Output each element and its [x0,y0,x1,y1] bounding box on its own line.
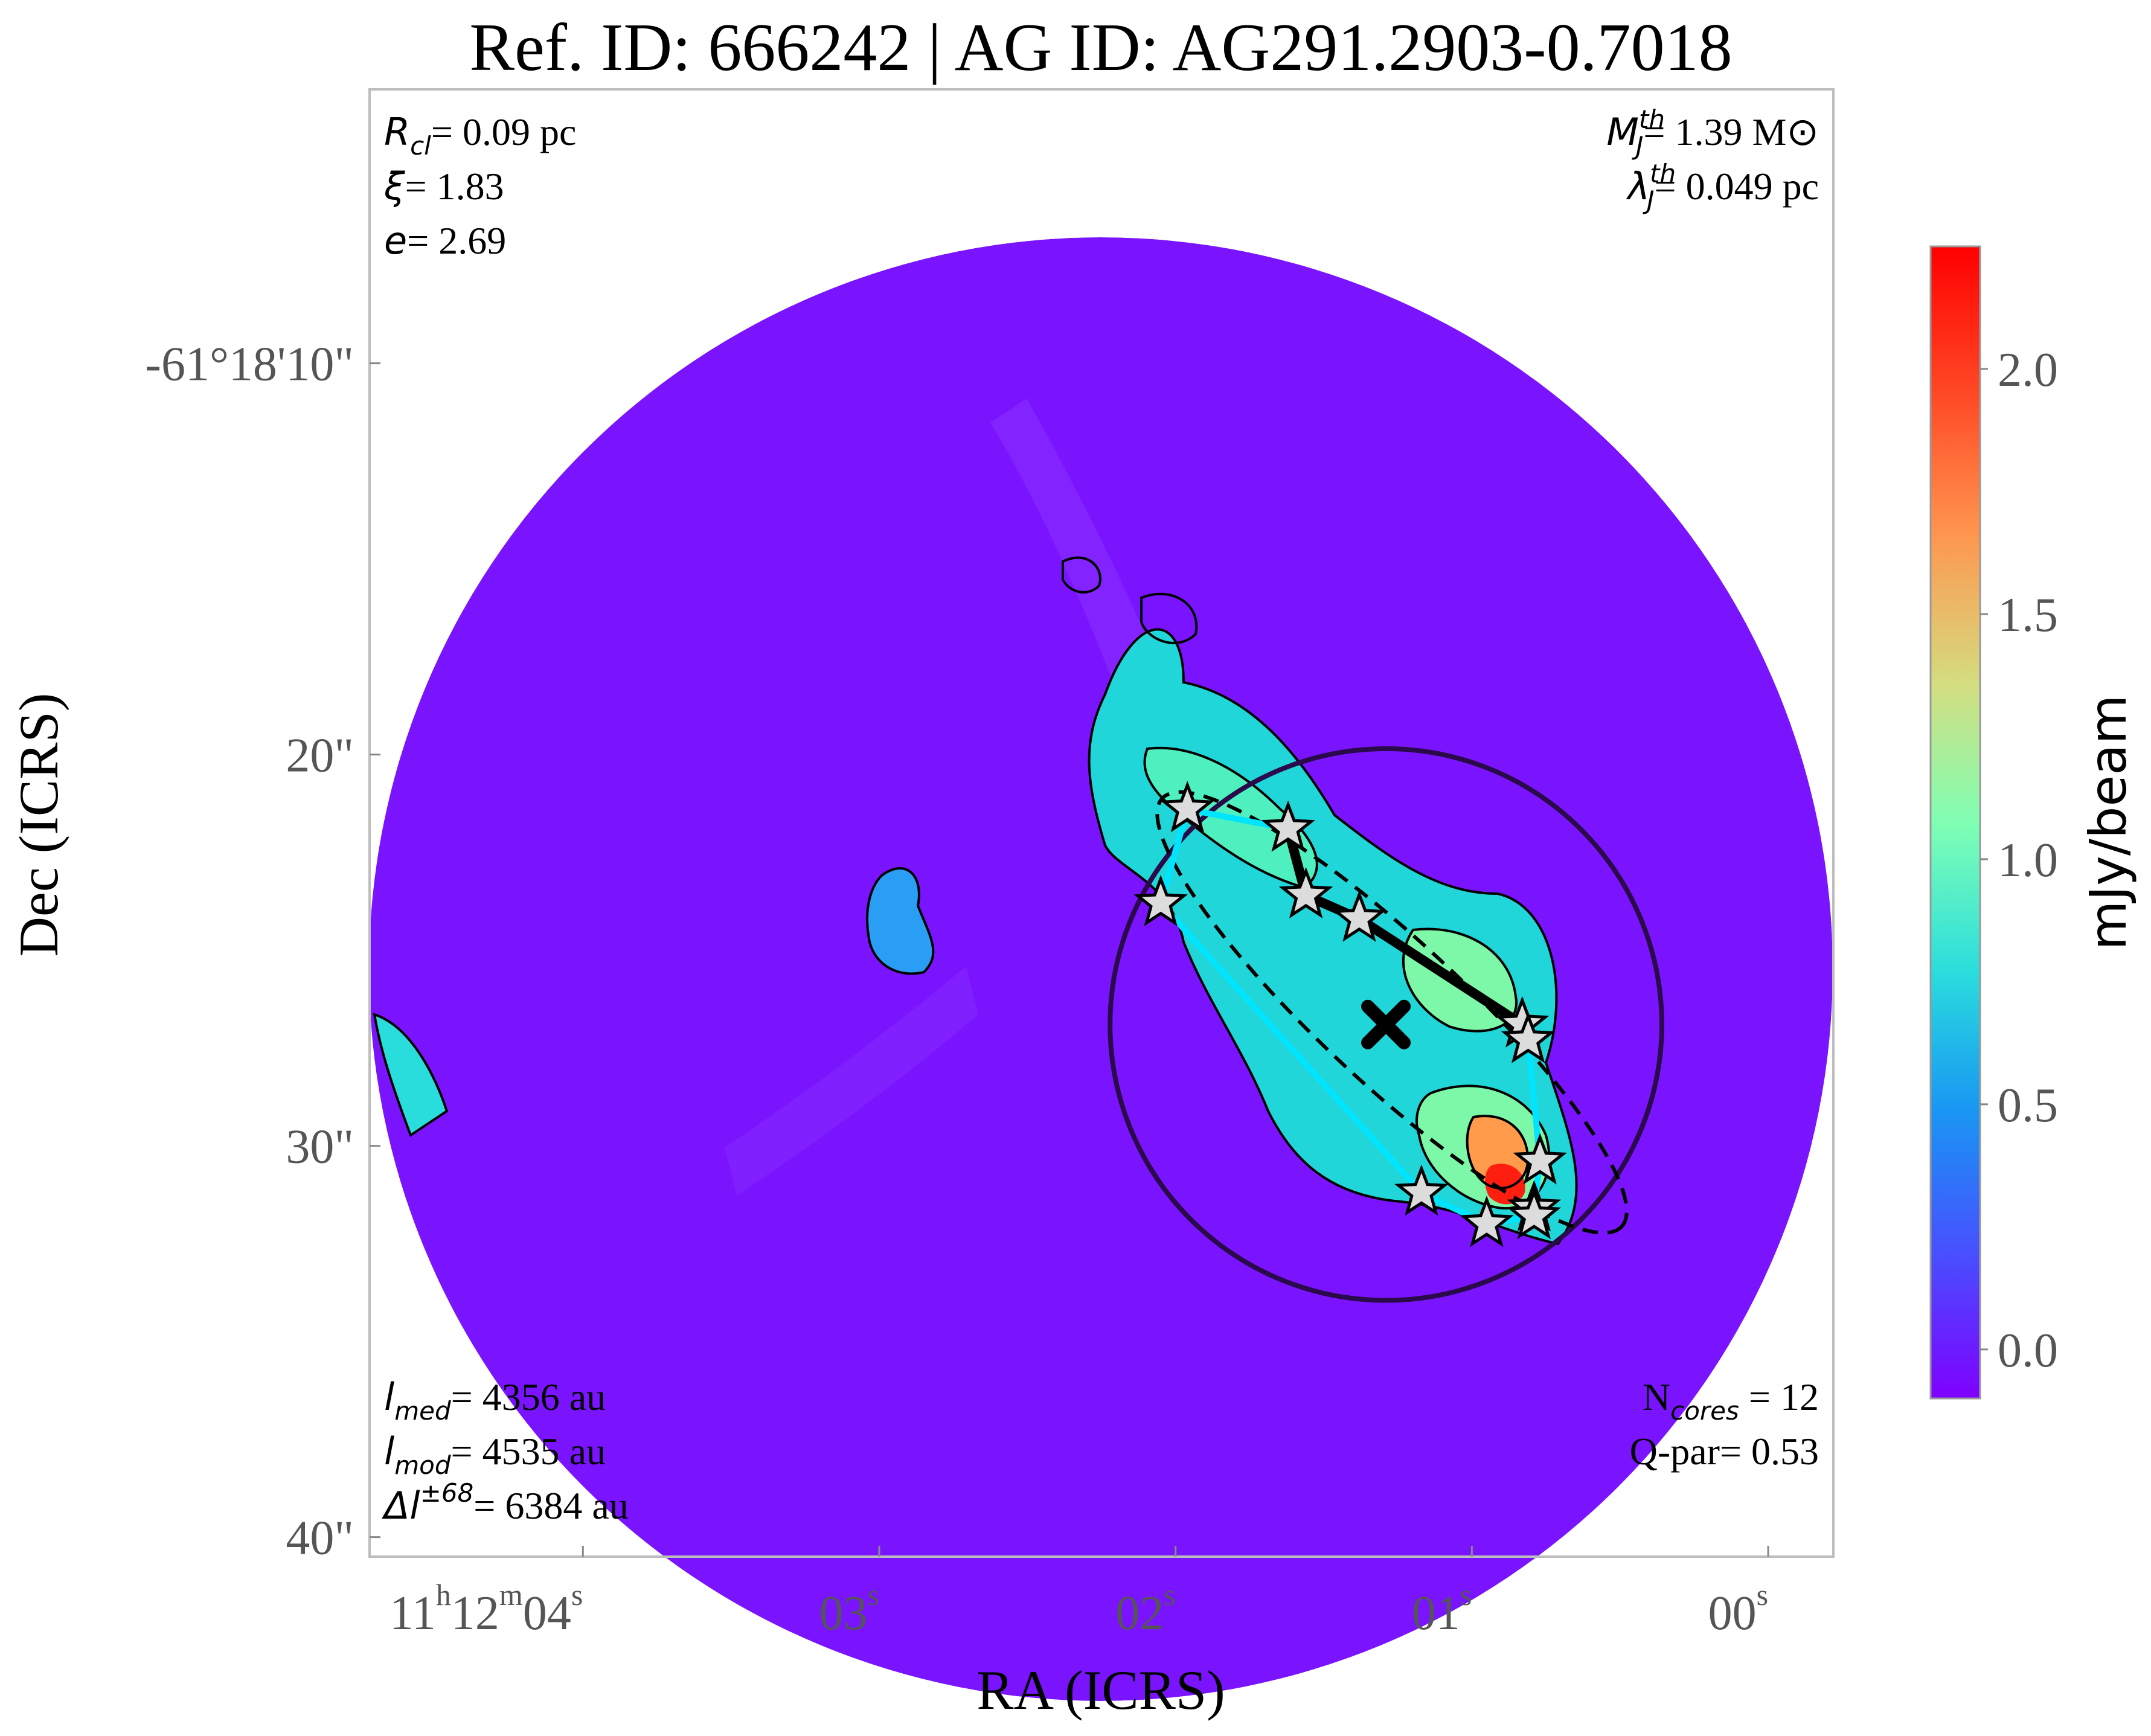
annotation-text: Q-par= 0.53 [1630,1430,1819,1473]
y-tick: -61°18'10" [145,338,380,391]
emission-edge-west [374,1014,447,1135]
x-tick: 00s [1708,1546,1769,1640]
y-tick: 20" [286,729,380,783]
core-star [1394,1164,1449,1216]
contour-north-blob-2 [1140,592,1198,644]
chart-title: Ref. ID: 666242 | AG ID: AG291.2903-0.70… [469,10,1732,85]
y-tick-label: 20" [286,729,354,783]
colorbar-ticks: 0.0 0.5 1.0 1.5 2.0 [1980,344,2058,1377]
colorbar-tick-label: 1.0 [1998,834,2058,887]
y-tick-label: 30" [286,1121,354,1174]
annotation-text: λth J= 0.049 pc [1626,159,1819,215]
contour-peak [1466,1115,1530,1190]
axes-frame [368,88,1835,1558]
core-star [1261,800,1315,852]
thick-edge [1354,914,1527,1030]
core-star [1133,874,1188,926]
cluster-circle [1108,746,1664,1303]
colorbar-tick: 2.0 [1980,344,2058,397]
field-background [369,237,1833,1701]
core-star [1278,866,1333,918]
cores [1133,781,1567,1248]
mst-edge [1158,900,1425,1196]
x-tick: 02s [1115,1546,1177,1640]
core-star [1513,1133,1567,1185]
annotations-top-left: Rcl= 0.09 pcξ= 1.83 e= 2.69 [383,110,576,263]
colorbar-tick: 1.0 [1980,834,2058,887]
annotation-text: lmed= 4356 au [384,1375,606,1426]
x-axis-label: RA (ICRS) [976,1659,1225,1721]
colorbar-tick: 1.5 [1980,589,2058,642]
colorbar: 0.0 0.5 1.0 1.5 2.0 mJy/beam [1929,245,2138,1400]
core-star [1332,890,1386,942]
contour-edge-west [373,1013,449,1138]
annotation-text: ξ= 1.83 [383,164,504,208]
colorbar-tick-label: 1.5 [1998,589,2058,642]
contour-north-blob [1062,556,1101,594]
annotation-text: Mth J= 1.39 M⊙ [1606,104,1819,161]
emission-peak-red [1484,1164,1525,1205]
colorbar-tick-label: 0.0 [1998,1324,2058,1377]
colorbar-label: mJy/beam [2079,695,2138,950]
x-tick: 11h12m04s [389,1546,584,1640]
annotations-bottom-right: Ncores = 12Q-par= 0.53 [1630,1376,1819,1473]
y-tick-label: 40" [286,1512,354,1565]
annotation-text: e= 2.69 [384,219,506,263]
contour-inner-center [1402,927,1518,1033]
fit-ellipse [1155,790,1629,1235]
x-tick: 03s [819,1546,880,1640]
y-tick: 40" [286,1512,380,1565]
annotation-text: Rcl= 0.09 pc [384,110,576,161]
core-star [1160,781,1214,833]
y-axis-label: Dec (ICRS) [8,693,69,957]
overlays [1108,746,1664,1303]
annotation-text: Ncores = 12 [1643,1376,1819,1426]
x-tick: 01s [1412,1546,1473,1640]
emission-blob-west [867,868,934,974]
diffuse-filament-west [725,966,978,1196]
x-tick-label: 03s [819,1578,879,1640]
diffuse-filament [990,399,1437,1147]
colorbar-tick: 0.5 [1980,1079,2058,1132]
colorbar-tick-label: 0.5 [1998,1079,2058,1132]
emission-regions [374,629,1577,1244]
colorbar-tick: 0.0 [1980,1324,2058,1377]
core-star [1460,1196,1514,1248]
center-marker [1361,999,1411,1049]
x-tick-label: 11h12m04s [389,1578,583,1640]
x-tick-label: 02s [1115,1578,1175,1640]
core-star [1501,1011,1556,1063]
x-tick-labels: 11h12m04s 03s 02s 01s 00s [389,1546,1769,1640]
y-tick: 30" [286,1121,380,1174]
x-tick-label: 01s [1412,1578,1472,1640]
colorbar-tick-label: 2.0 [1998,344,2058,397]
colorbar-gradient [1929,245,1981,1400]
annotation-text: Δl±68= 6384 au [382,1478,629,1528]
annotations-top-right: Mth J= 1.39 M⊙λth J= 0.049 pc [1606,104,1819,215]
x-tick-label: 00s [1708,1578,1768,1640]
core-star [1507,1188,1562,1240]
y-tick-labels: -61°18'10" 20" 30" 40" [145,338,380,1565]
image-field [369,237,1833,1701]
contour-west-blob [866,867,935,975]
annotation-text: lmod= 4535 au [384,1429,606,1480]
y-tick-label: -61°18'10" [145,338,354,391]
center-x-marker [1361,999,1411,1049]
